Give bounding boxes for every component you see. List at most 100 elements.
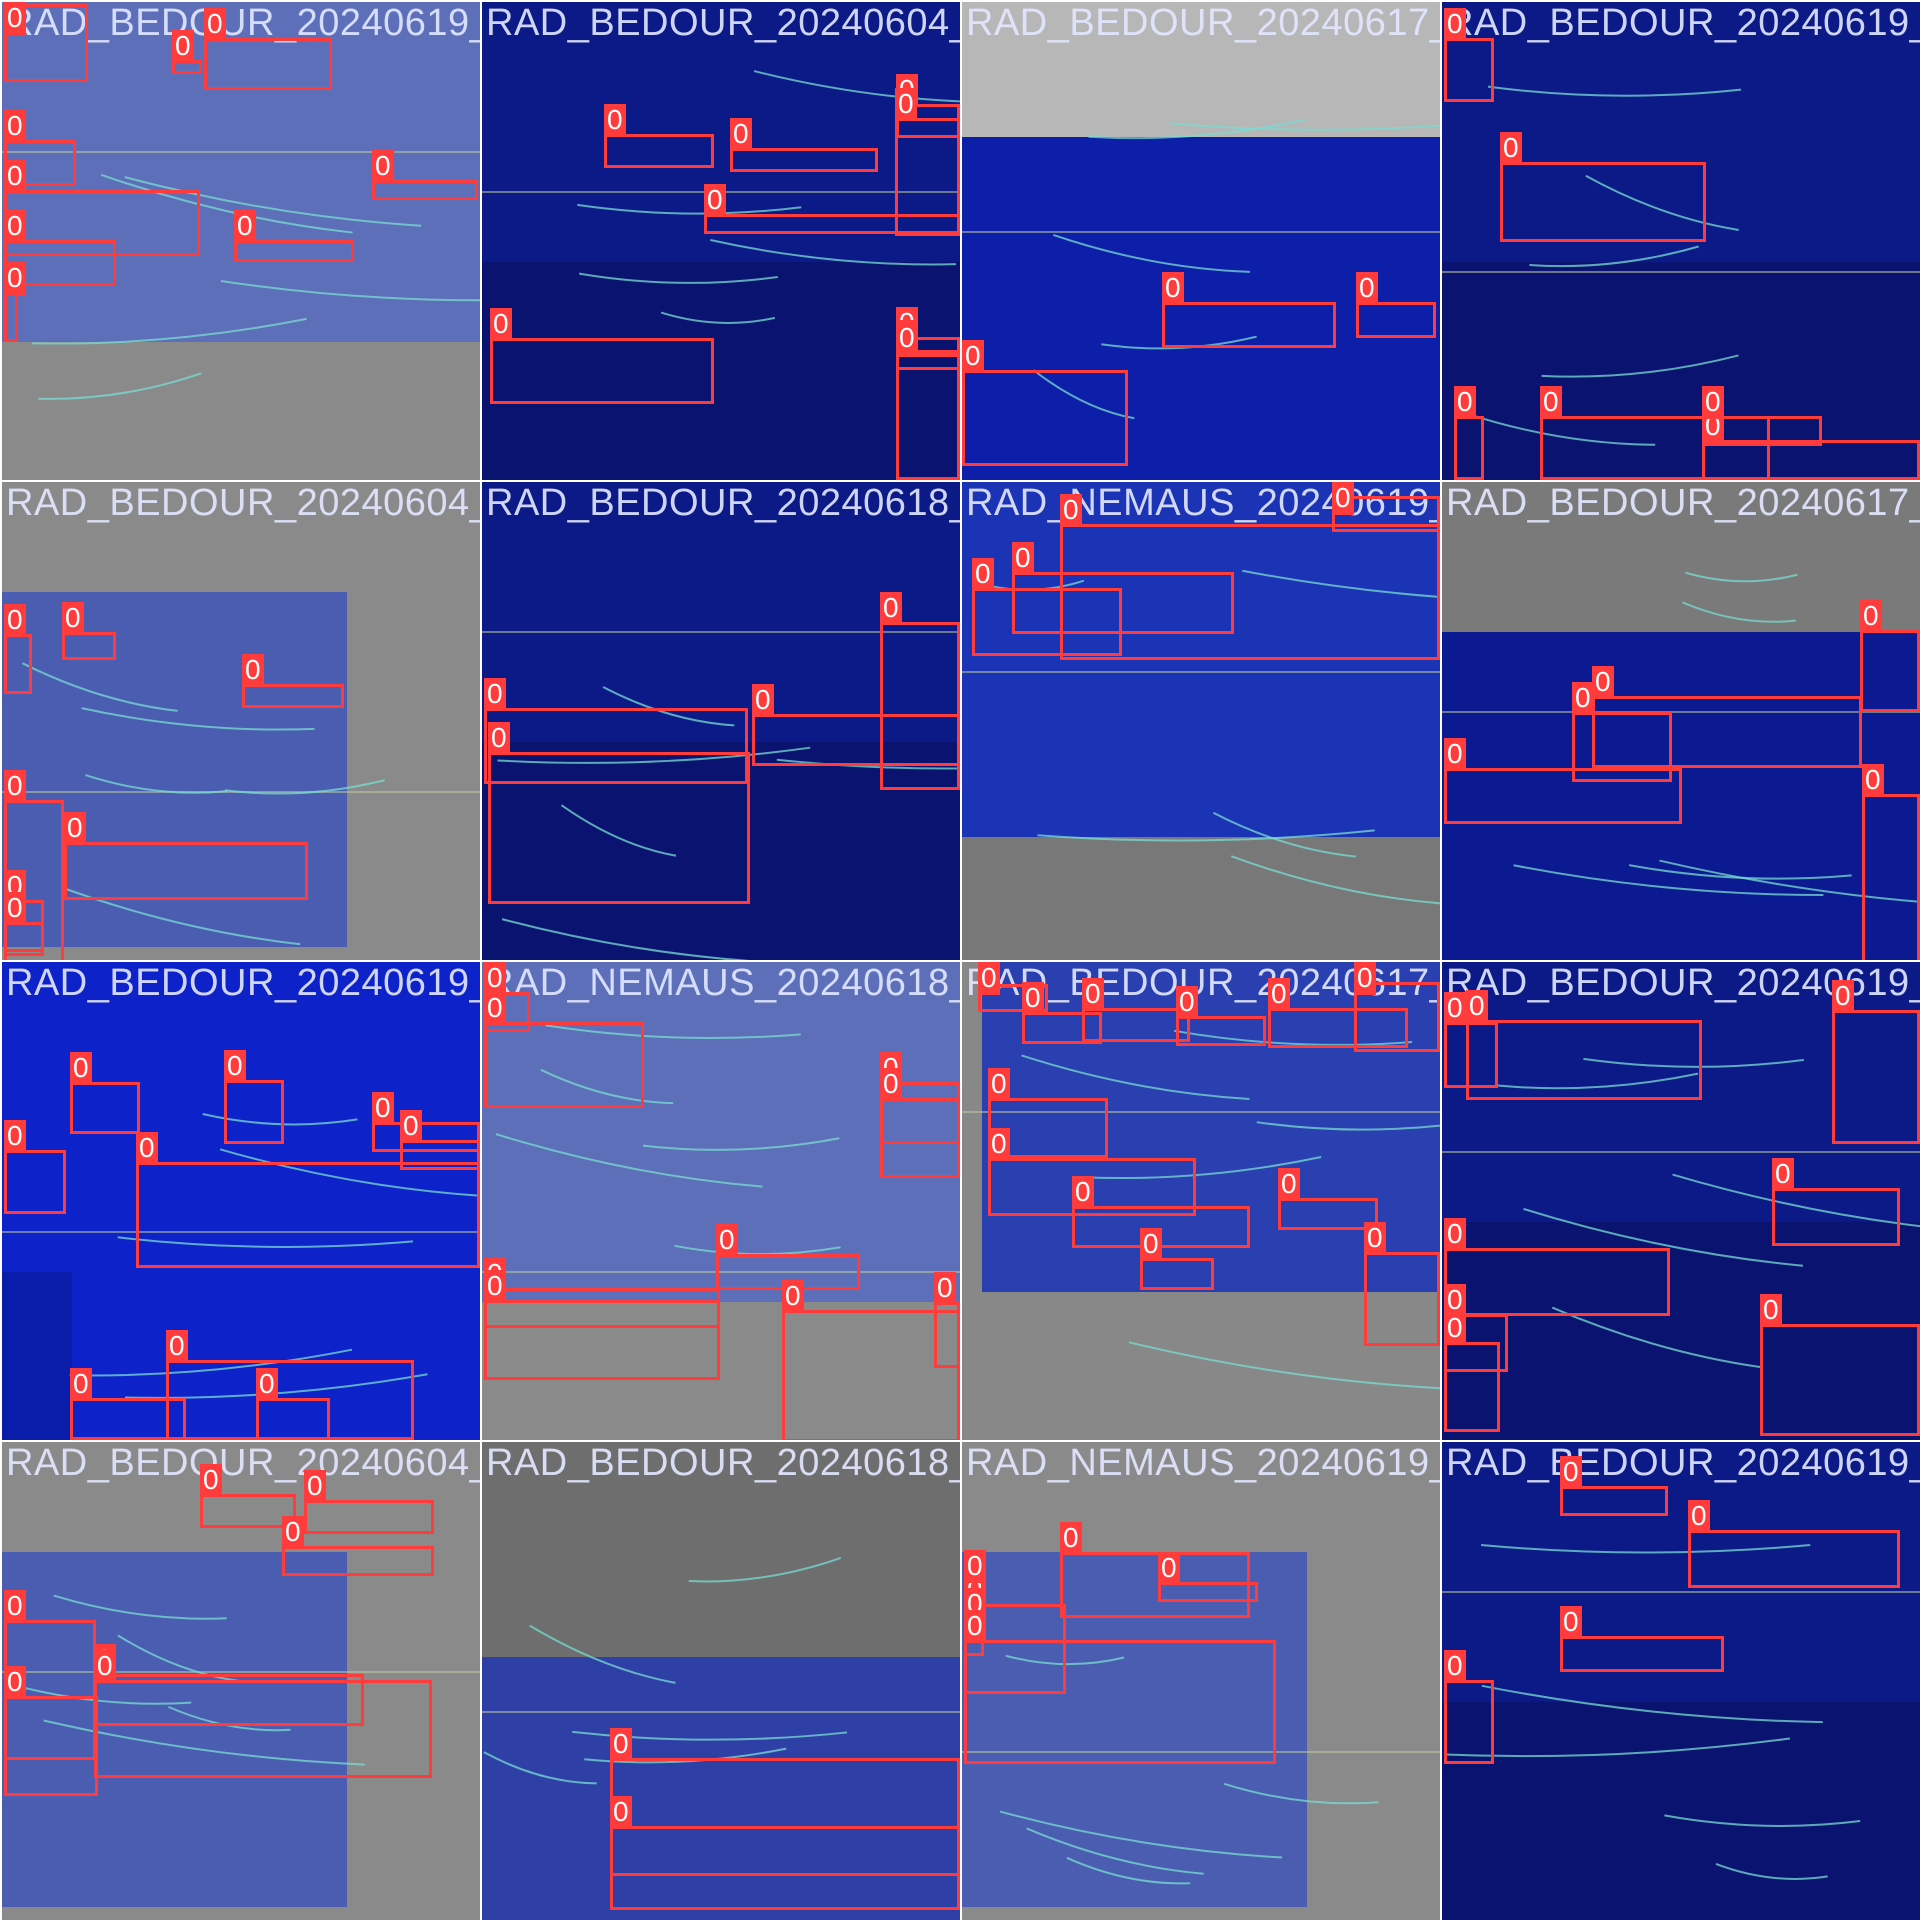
detection-class-label: 0	[1278, 1168, 1300, 1201]
signal-streak	[497, 746, 811, 764]
detection-class-label: 0	[4, 892, 26, 925]
spectrogram-image	[962, 2, 1440, 480]
detection-box	[988, 1158, 1196, 1216]
detection-class-label: 0	[166, 1330, 188, 1363]
detection-class-label: 0	[880, 592, 902, 625]
detection-box	[880, 1098, 960, 1178]
spectrogram-region	[1442, 262, 1920, 480]
detection-class-label: 0	[400, 1110, 422, 1143]
signal-streak	[1212, 811, 1357, 858]
detection-box	[1560, 1636, 1724, 1672]
detection-class-label: 0	[372, 1092, 394, 1125]
spectrogram-region	[2, 592, 347, 947]
signal-streak	[10, 1683, 192, 1705]
detection-class-label: 0	[1444, 1312, 1466, 1345]
detection-class-label: 0	[1862, 764, 1884, 797]
detection-class-label: 0	[604, 104, 626, 137]
detection-class-label: 0	[1332, 482, 1354, 515]
detection-class-label: 0	[200, 1464, 222, 1497]
detection-box	[1060, 524, 1440, 660]
detection-class-label: 0	[1444, 992, 1466, 1025]
detection-box	[1466, 1020, 1702, 1100]
spectrogram-image	[482, 1442, 960, 1920]
signal-streak	[753, 70, 960, 103]
detection-box	[256, 1398, 330, 1440]
signal-streak	[1682, 601, 1796, 623]
detection-class-label: 0	[1354, 962, 1376, 995]
signal-streak	[124, 176, 422, 227]
signal-streak	[1169, 122, 1440, 131]
signal-streak	[69, 1348, 353, 1377]
detection-class-label: 0	[1060, 1522, 1082, 1555]
signal-streak	[1513, 864, 1824, 897]
spectrogram-region	[1442, 1222, 1920, 1440]
signal-streak	[1659, 859, 1920, 903]
signal-streak	[85, 774, 228, 794]
detection-box	[4, 634, 32, 694]
signal-streak	[602, 686, 735, 727]
detection-class-label: 0	[1454, 386, 1476, 419]
detection-class-label: 0	[1540, 386, 1562, 419]
detection-box	[704, 214, 960, 234]
detection-box	[1444, 768, 1682, 824]
signal-streak	[1664, 1814, 1861, 1827]
detection-class-label: 0	[242, 654, 264, 687]
detection-class-label: 0	[1560, 1606, 1582, 1639]
detection-class-label: 0	[1082, 978, 1104, 1011]
detection-box	[204, 38, 332, 90]
detection-class-label: 0	[610, 1796, 632, 1829]
detection-box	[490, 338, 714, 404]
detection-box	[1012, 572, 1234, 634]
signal-streak	[1445, 1737, 1791, 1758]
tile-separator-horizontal	[0, 960, 1920, 962]
signal-streak	[1583, 1057, 1804, 1068]
detection-class-label: 0	[4, 110, 26, 143]
spectrogram-image	[962, 482, 1440, 960]
signal-streak	[642, 1137, 840, 1151]
detection-class-label: 0	[988, 1068, 1010, 1101]
detection-box	[4, 1150, 66, 1214]
signal-streak	[1551, 1306, 1762, 1369]
detection-box	[1444, 38, 1494, 102]
detection-box	[1862, 794, 1920, 960]
signal-streak	[1242, 569, 1440, 598]
detection-box	[1176, 1016, 1266, 1046]
detection-class-label: 0	[964, 1550, 986, 1583]
mosaic-tile: RAD_BEDOUR_20240618_ 0 0	[482, 1442, 960, 1920]
detection-class-label: 0	[1592, 666, 1614, 699]
detection-class-label: 0	[1688, 1500, 1710, 1533]
detection-class-label: 0	[896, 322, 918, 355]
detection-class-label: 0	[782, 1280, 804, 1313]
detection-class-label: 0	[4, 262, 26, 295]
detection-class-label: 0	[64, 812, 86, 845]
detection-box	[1772, 1188, 1900, 1246]
spectrogram-image	[1442, 482, 1920, 960]
mosaic-tile: RAD_BEDOUR_20240619_ 0 0 0 0 0 0 0 0 0	[2, 962, 480, 1440]
detection-box	[1702, 440, 1920, 480]
detection-box	[224, 1080, 284, 1144]
signal-streak	[540, 1068, 674, 1105]
signal-streak	[1715, 1863, 1828, 1880]
detection-class-label: 0	[62, 602, 84, 635]
signal-streak	[43, 1719, 365, 1766]
signal-streak	[501, 918, 750, 960]
spectrogram-image	[962, 1442, 1440, 1920]
detection-class-label: 0	[1760, 1294, 1782, 1327]
detection-class-label: 0	[1176, 986, 1198, 1019]
detection-box	[488, 752, 750, 904]
detection-box	[934, 1302, 960, 1368]
detection-class-label: 0	[1444, 1218, 1466, 1251]
spectrogram-image	[1442, 1442, 1920, 1920]
detection-class-label: 0	[1832, 980, 1854, 1013]
detection-box	[1082, 1008, 1190, 1042]
signal-streak	[1053, 234, 1250, 273]
detection-class-label: 0	[1466, 990, 1488, 1023]
detection-box	[1760, 1324, 1920, 1436]
detection-box	[1444, 1248, 1670, 1316]
signal-streak	[1481, 1543, 1811, 1554]
detection-class-label: 0	[1560, 1456, 1582, 1489]
detection-box	[1560, 1486, 1668, 1516]
signal-streak	[21, 662, 178, 712]
